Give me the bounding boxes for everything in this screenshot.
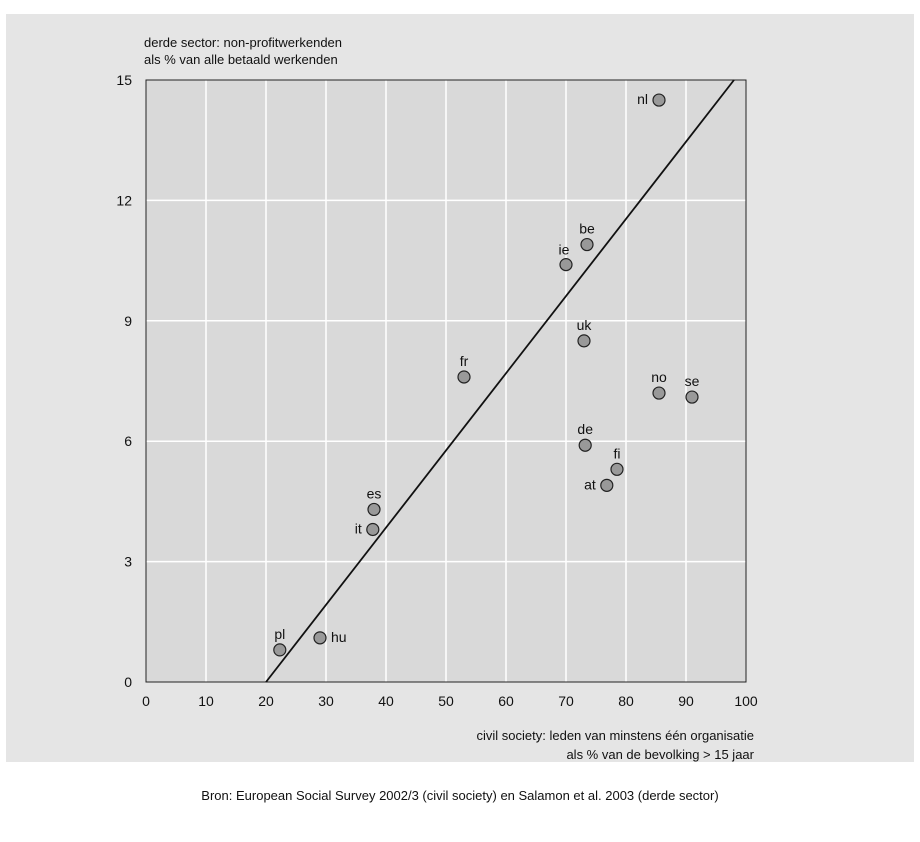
trend-line (265, 79, 735, 683)
y-tick-label-9: 9 (124, 313, 132, 329)
x-tick-label-40: 40 (378, 693, 394, 709)
point-hu (313, 631, 327, 645)
point-be (580, 237, 594, 252)
y-tick-label-12: 12 (116, 192, 132, 208)
point-no (652, 386, 666, 400)
point-label-at: at (584, 476, 596, 492)
point-label-se: se (685, 373, 700, 389)
y-axis-label-line-2: als % van alle betaald werkenden (144, 52, 338, 67)
x-tick-label-100: 100 (734, 693, 758, 709)
point-label-pl: pl (274, 626, 285, 642)
point-label-fr: fr (460, 353, 469, 369)
y-axis-label-line-1: derde sector: non-profitwerkenden (144, 35, 343, 50)
x-tick-label-90: 90 (678, 693, 694, 709)
x-axis-label: civil society: leden van minstens één or… (477, 726, 754, 764)
plot-frame (145, 79, 747, 683)
point-it (366, 522, 380, 537)
x-tick-label-10: 10 (198, 693, 214, 709)
point-label-nl: nl (637, 91, 648, 107)
point-label-it: it (355, 520, 362, 536)
y-tick-label-6: 6 (124, 433, 132, 449)
point-es (367, 502, 381, 517)
point-nl (652, 93, 666, 107)
point-de (578, 438, 592, 452)
point-label-be: be (579, 221, 595, 237)
x-tick-label-60: 60 (498, 693, 514, 709)
point-fr (457, 370, 471, 384)
source-note: Bron: European Social Survey 2002/3 (civ… (201, 788, 719, 803)
point-uk (577, 334, 591, 348)
x-tick-label-30: 30 (318, 693, 334, 709)
point-se (685, 390, 699, 404)
y-tick-label-15: 15 (116, 72, 132, 88)
point-label-uk: uk (577, 317, 593, 333)
x-tick-label-70: 70 (558, 693, 574, 709)
y-axis-label: derde sector: non-profitwerkenden als % … (144, 34, 342, 68)
point-label-no: no (651, 369, 667, 385)
point-pl (273, 643, 287, 657)
point-label-fi: fi (614, 445, 621, 461)
point-at (600, 478, 614, 492)
point-label-de: de (577, 421, 593, 437)
point-label-ie: ie (559, 242, 570, 258)
point-fi (610, 462, 624, 476)
y-tick-label-0: 0 (124, 674, 132, 690)
y-tick-label-3: 3 (124, 554, 132, 570)
point-label-hu: hu (331, 629, 347, 645)
x-tick-label-0: 0 (142, 693, 150, 709)
point-label-es: es (367, 485, 382, 501)
x-tick-label-80: 80 (618, 693, 634, 709)
point-ie (559, 258, 573, 272)
x-tick-label-50: 50 (438, 693, 454, 709)
x-axis-label-line-2: als % van de bevolking > 15 jaar (566, 747, 754, 762)
x-tick-label-20: 20 (258, 693, 274, 709)
x-axis-label-line-1: civil society: leden van minstens één or… (476, 728, 754, 743)
